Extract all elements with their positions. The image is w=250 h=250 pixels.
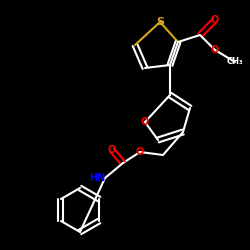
Text: O: O [141,117,149,127]
Text: HN: HN [89,173,105,183]
Text: O: O [108,145,116,155]
Text: O: O [136,147,144,157]
Text: O: O [211,45,219,55]
Text: O: O [211,15,219,25]
Text: CH₃: CH₃ [227,58,243,66]
Text: S: S [156,17,164,27]
